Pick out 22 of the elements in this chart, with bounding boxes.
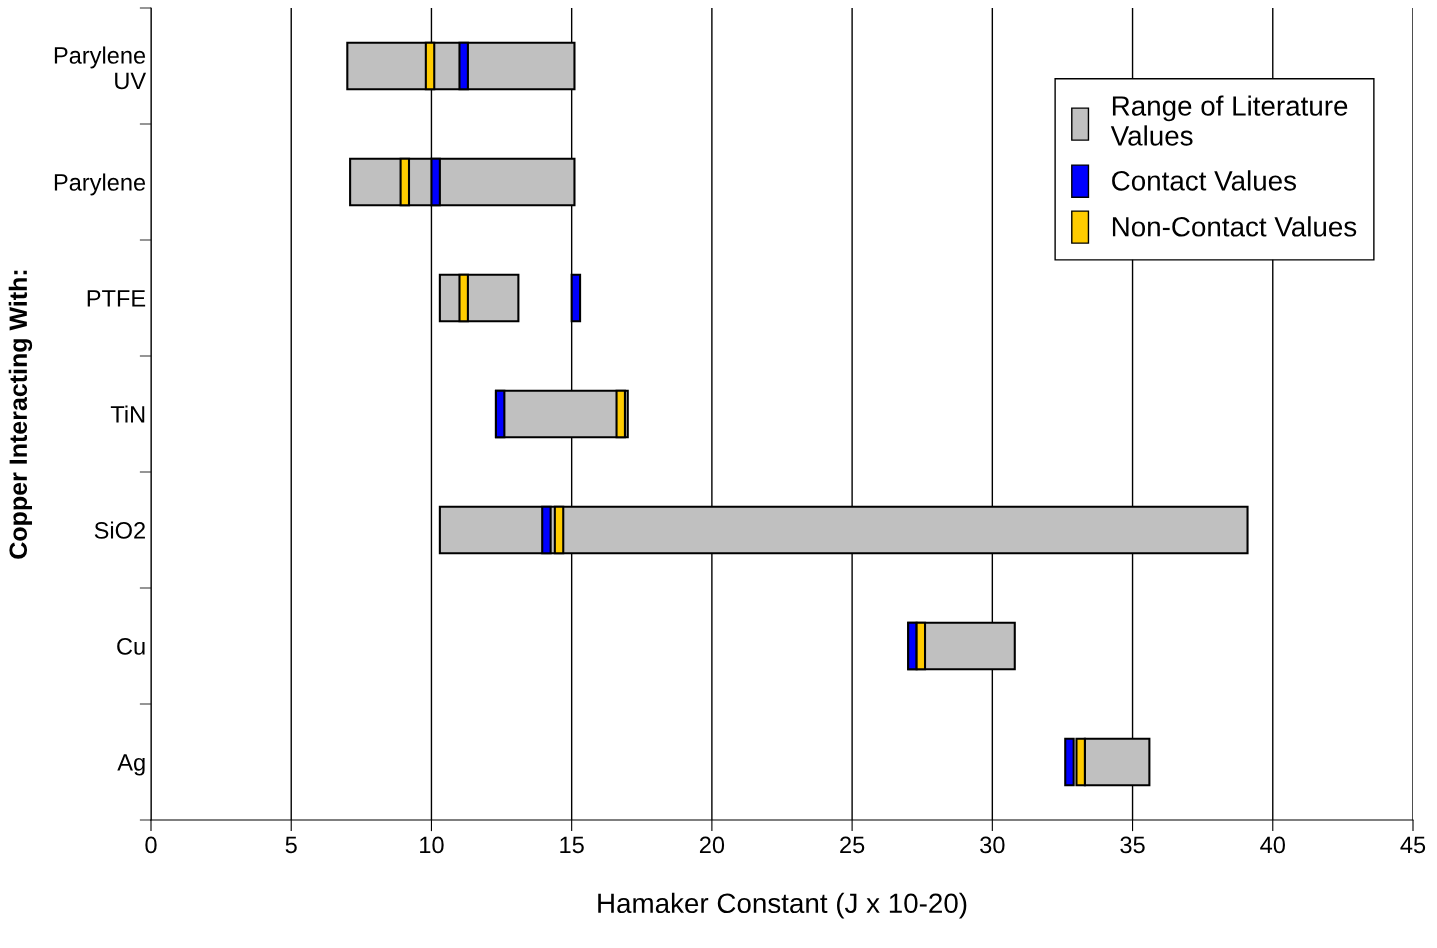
x-tick-label: 20 xyxy=(699,836,725,854)
y-tick-label: PTFE xyxy=(87,290,146,307)
y-tick-label: Ag xyxy=(117,754,145,776)
x-tick-label: 30 xyxy=(980,836,1005,854)
x-tick-label: 10 xyxy=(420,836,444,854)
legend-label: Contact Values xyxy=(1112,170,1297,191)
y-tick-label: Parylene xyxy=(54,173,146,196)
y-tick-label: Parylene UV xyxy=(54,46,147,90)
x-tick-label: 0 xyxy=(145,836,157,854)
y-tick-label: SiO2 xyxy=(94,521,145,539)
legend-label: Range of Literature Values xyxy=(1110,95,1348,146)
x-axis-title: Hamaker Constant (J x 10-20) xyxy=(598,892,967,919)
y-axis-title: Copper Interacting With: xyxy=(8,270,33,559)
x-tick-label: 15 xyxy=(560,836,584,854)
x-tick-label: 35 xyxy=(1120,836,1145,854)
y-tick-label: Cu xyxy=(117,638,145,655)
y-tick-label: TiN xyxy=(110,405,145,423)
x-tick-label: 40 xyxy=(1260,836,1285,854)
legend-label: Non-Contact Values xyxy=(1112,216,1357,237)
x-tick-label: 5 xyxy=(285,836,297,854)
x-tick-label: 45 xyxy=(1400,836,1426,854)
x-tick-label: 25 xyxy=(840,836,865,854)
